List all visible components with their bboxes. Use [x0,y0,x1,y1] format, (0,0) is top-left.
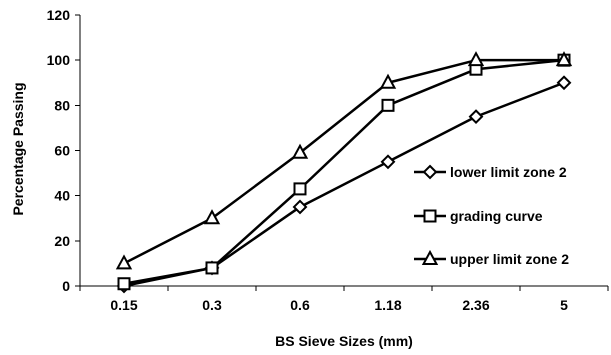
diamond-marker [556,75,572,91]
square-marker [423,209,437,223]
triangle-marker [555,51,573,67]
triangle-marker [467,51,485,67]
square-marker [205,261,219,275]
diamond-marker [292,199,308,215]
x-axis-title: BS Sieve Sizes (mm) [275,333,413,349]
y-ticks: 0 20 40 60 80 100 120 [47,7,80,294]
diamond-marker [422,164,438,180]
triangle-marker [379,73,397,89]
square-marker [381,98,395,112]
x-ticks: 0.15 0.3 0.6 1.18 2.36 5 [79,286,609,313]
legend-label: upper limit zone 2 [450,251,569,267]
y-tick-label: 0 [62,278,70,294]
x-tick-label: 0.15 [110,297,137,313]
triangle-marker [203,209,221,225]
y-tick-label: 60 [54,143,70,159]
series-triangle [115,51,573,270]
square-marker [293,182,307,196]
square-marker [117,277,131,291]
x-tick-label: 5 [560,297,568,313]
x-tick-label: 0.6 [290,297,310,313]
x-tick-label: 1.18 [374,297,401,313]
y-axis-title: Percentage Passing [10,82,26,215]
diamond-marker [468,109,484,125]
x-tick-label: 2.36 [462,297,489,313]
x-tick-label: 0.3 [202,297,222,313]
legend-label: grading curve [450,208,543,224]
series-line [123,58,565,285]
triangle-marker [115,254,133,270]
diamond-marker [380,154,396,170]
series-layer [115,51,573,294]
y-tick-label: 100 [47,52,71,68]
triangle-marker [421,249,439,265]
y-tick-label: 120 [47,7,71,23]
legend-item: grading curve [414,208,543,224]
series-line [123,58,564,265]
triangle-marker [291,143,309,159]
legend: lower limit zone 2 grading curve upper lim… [414,164,569,267]
legend-item: lower limit zone 2 [414,164,567,180]
y-tick-label: 40 [54,188,70,204]
y-tick-label: 80 [54,97,70,113]
legend-item: upper limit zone 2 [414,249,569,267]
y-tick-label: 20 [54,233,70,249]
legend-label: lower limit zone 2 [450,164,567,180]
